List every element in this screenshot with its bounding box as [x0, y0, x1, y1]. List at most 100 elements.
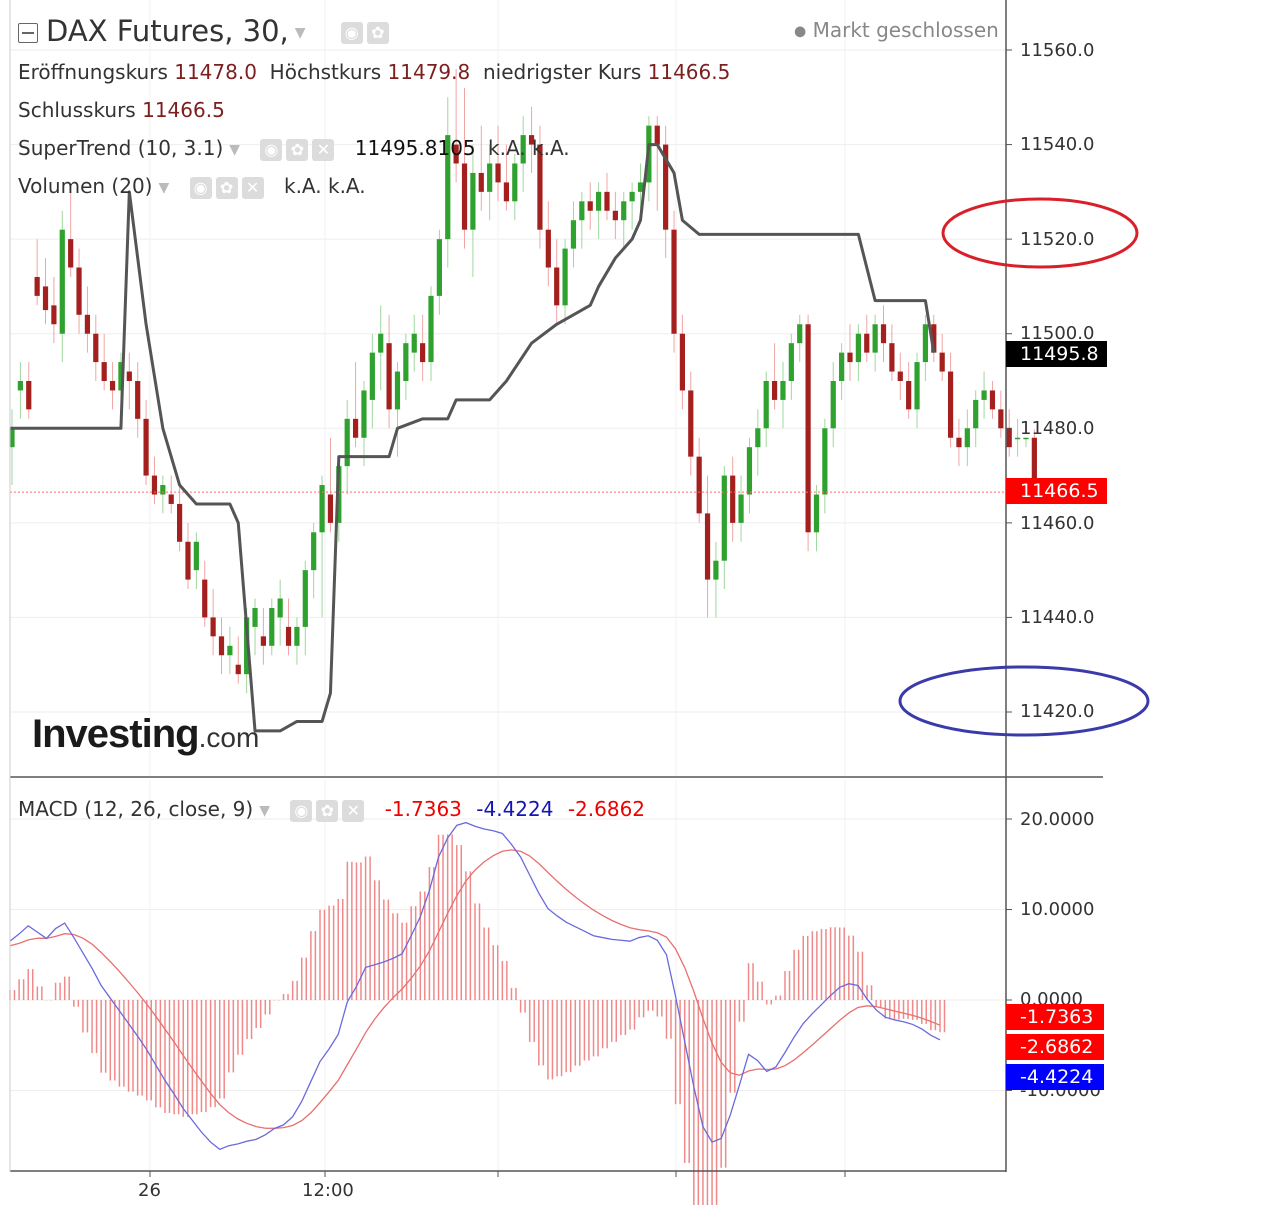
- candle-body: [394, 371, 401, 410]
- eye-icon[interactable]: [260, 138, 283, 161]
- collapse-icon[interactable]: [18, 23, 38, 43]
- macd-signal-value: -2.6862: [567, 797, 646, 821]
- candle-body: [210, 617, 216, 637]
- volume-label[interactable]: Volumen (20): [18, 174, 153, 198]
- close-icon[interactable]: [312, 138, 335, 161]
- candle-body: [528, 135, 535, 145]
- candle-body: [922, 324, 929, 363]
- candle-body: [319, 485, 325, 533]
- candle-body: [872, 324, 878, 353]
- candle-body: [797, 324, 803, 344]
- macd-line-tag: -4.4224: [1006, 1064, 1104, 1090]
- price-tick: 11460.0: [1020, 513, 1095, 534]
- candle-body: [269, 607, 275, 646]
- candle-body: [26, 381, 32, 410]
- supertrend-label[interactable]: SuperTrend (10, 3.1): [18, 136, 224, 160]
- supertrend-path: [10, 143, 936, 733]
- macd-legend: MACD (12, 26, close, 9) ▼ -1.7363 -4.4224…: [18, 797, 645, 822]
- candle-body: [671, 229, 677, 334]
- macd-hist-tag: -1.7363: [1006, 1004, 1104, 1030]
- price-tick: 11480.0: [1020, 418, 1095, 439]
- candle-body: [177, 503, 183, 542]
- chevron-down-icon[interactable]: ▼: [158, 179, 170, 196]
- candle-body: [604, 191, 610, 211]
- candle-body: [227, 645, 233, 656]
- candle-body: [914, 362, 920, 410]
- gear-icon[interactable]: [366, 22, 389, 44]
- gear-icon[interactable]: [286, 138, 309, 161]
- eye-icon[interactable]: [290, 799, 313, 822]
- candle-body: [101, 362, 107, 381]
- candle-body: [311, 532, 317, 571]
- candle-body: [780, 381, 786, 400]
- candle-body: [931, 324, 937, 353]
- candle-body: [503, 182, 510, 202]
- macd-grid: [10, 780, 1006, 1170]
- chevron-down-icon[interactable]: ▼: [294, 25, 306, 41]
- candle-body: [1015, 437, 1021, 440]
- close-icon[interactable]: [241, 176, 264, 199]
- candle-body: [1006, 428, 1012, 448]
- close-value: 11466.5: [142, 98, 225, 122]
- candle-body: [361, 390, 367, 438]
- candle-body: [411, 333, 417, 353]
- candle-body: [939, 352, 945, 372]
- candle-body: [369, 352, 375, 400]
- price-tick: 11440.0: [1020, 607, 1095, 628]
- price-tick: 11560.0: [1020, 40, 1095, 61]
- candle-body: [746, 447, 753, 495]
- gear-icon[interactable]: [316, 799, 339, 822]
- last-price-tag: 11466.5: [1006, 478, 1107, 504]
- candle-body: [478, 172, 484, 192]
- candle-body: [59, 229, 65, 334]
- candle-body: [688, 390, 694, 457]
- candle-body: [126, 371, 132, 381]
- candle-body: [51, 305, 57, 325]
- price-tick: 11500.0: [1020, 323, 1095, 344]
- close-icon[interactable]: [342, 799, 365, 822]
- eye-icon[interactable]: [189, 176, 212, 199]
- candle-body: [512, 163, 518, 202]
- candle-body: [830, 381, 836, 429]
- candle-body: [612, 210, 618, 221]
- candle-body: [704, 513, 711, 580]
- candle-body: [763, 381, 769, 429]
- candle-body: [453, 144, 459, 164]
- candle-body: [679, 333, 685, 391]
- candle-body: [738, 494, 744, 523]
- time-tick: 12:00: [302, 1180, 354, 1201]
- candle-body: [721, 475, 727, 561]
- candle-body: [1023, 437, 1029, 440]
- supertrend-line: [10, 143, 936, 733]
- candle-body: [109, 381, 116, 391]
- candle-body: [537, 144, 543, 230]
- candle-body: [629, 191, 635, 202]
- candle-body: [947, 371, 954, 438]
- symbol-title[interactable]: DAX Futures, 30,: [46, 14, 289, 48]
- investing-logo: Investing.com: [32, 712, 260, 756]
- candle-body: [956, 437, 962, 448]
- chevron-down-icon[interactable]: ▼: [229, 141, 241, 158]
- symbol-header: DAX Futures, 30, ▼: [18, 14, 389, 48]
- ohlc-row-2: Schlusskurs 11466.5: [18, 98, 225, 122]
- chevron-down-icon[interactable]: ▼: [259, 802, 270, 819]
- candle-body: [9, 428, 15, 448]
- candle-body: [202, 579, 208, 618]
- candle-body: [168, 494, 174, 504]
- candle-body: [403, 343, 409, 381]
- candle-body: [386, 343, 392, 410]
- eye-icon[interactable]: [340, 22, 363, 44]
- candle-body: [344, 418, 350, 467]
- macd-label[interactable]: MACD (12, 26, close, 9): [18, 797, 254, 821]
- gear-icon[interactable]: [215, 176, 238, 199]
- macd-hist-value: -1.7363: [384, 797, 462, 821]
- candle-body: [554, 267, 560, 306]
- candle-body: [855, 333, 861, 363]
- candle-body: [34, 276, 40, 296]
- candle-body: [730, 475, 736, 523]
- candle-body: [185, 541, 191, 580]
- candle-body: [788, 343, 794, 381]
- candle-body: [771, 381, 778, 400]
- candle-body: [244, 617, 250, 675]
